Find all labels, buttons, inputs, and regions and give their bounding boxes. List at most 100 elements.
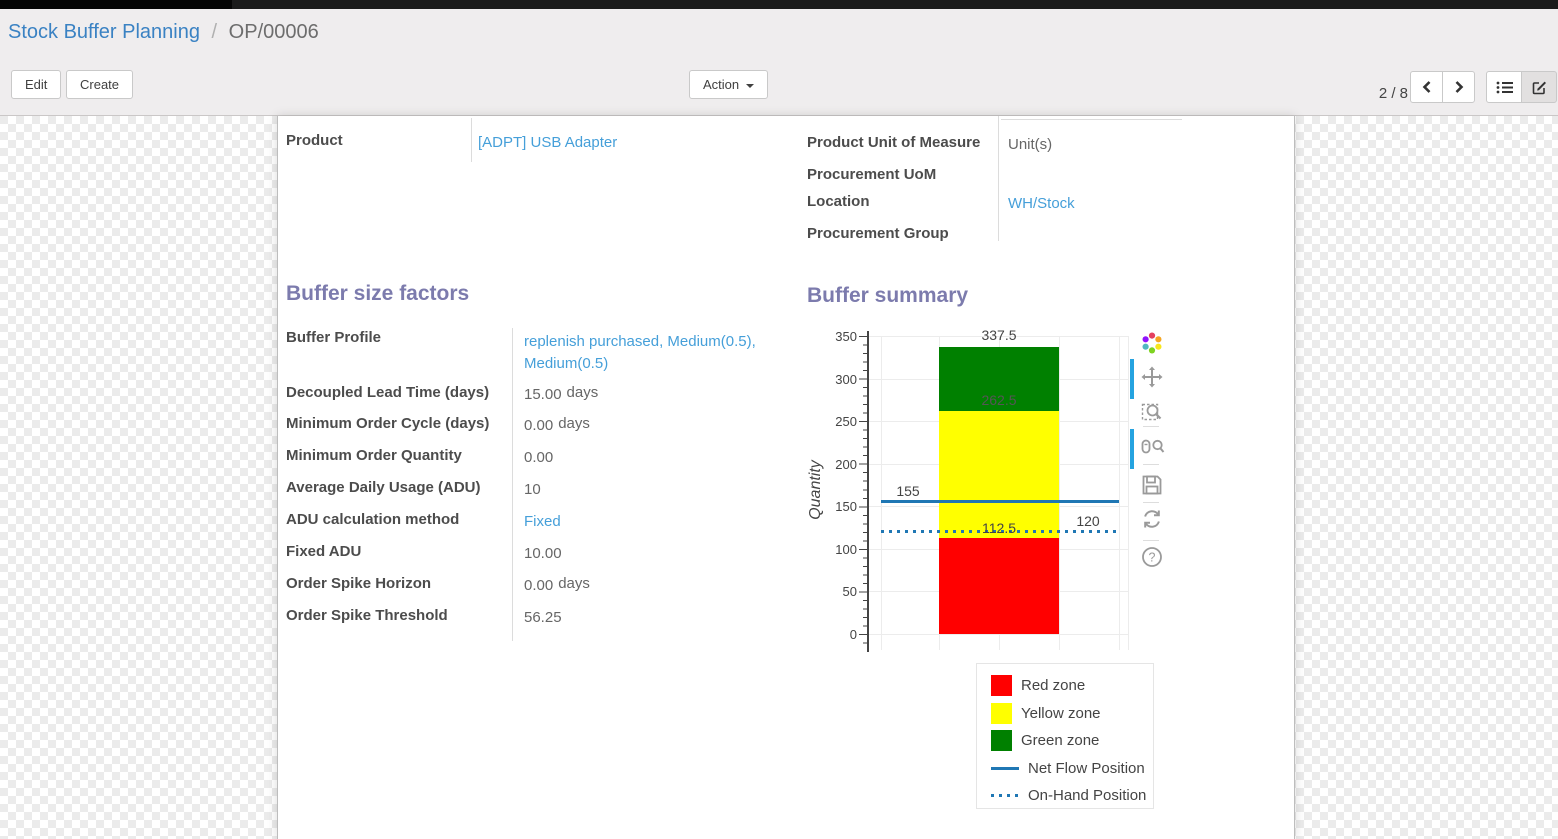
y-tick-label: 50 [842,584,857,599]
modebar-separator [1143,502,1159,503]
fixed-adu-value: 10.00 [524,545,562,562]
product-uom-value: Unit(s) [1008,136,1053,153]
decoupled-lead-time-value: 15.00 days [524,384,598,403]
breadcrumb-separator: / [211,21,218,43]
chevron-left-icon [1421,80,1433,94]
top-bar-left-segment [0,0,232,9]
modebar-accent-bar [1130,359,1134,399]
edit-button[interactable]: Edit [11,70,62,99]
form-view-button[interactable] [1521,71,1557,103]
list-icon [1496,80,1513,95]
order-spike-horizon-value: 0.00 days [524,575,590,594]
chart-legend: Red zone Yellow zone Green zone Net Flow… [976,663,1154,809]
help-icon[interactable]: ? [1141,546,1163,568]
caret-down-icon [746,83,755,88]
gridline [1119,336,1120,650]
yellow-swatch-icon [991,702,1012,724]
plotly-logo-icon[interactable] [1141,332,1163,354]
top-bar [0,0,1558,9]
on-hand-position-line[interactable] [881,530,1119,533]
chevron-right-icon [1453,80,1465,94]
minimum-order-cycle-label: Minimum Order Cycle (days) [286,415,490,432]
product-value-link[interactable]: [ADPT] USB Adapter [478,134,618,151]
y-axis-major-ticks [859,336,867,636]
save-icon[interactable] [1141,474,1163,496]
order-spike-threshold-value: 56.25 [524,609,562,626]
create-button[interactable]: Create [66,70,134,99]
gridline [881,336,882,650]
legend-label: Green zone [1021,732,1100,750]
annotation-on-hand: 120 [1076,513,1100,529]
plot-right-edge [1128,336,1129,650]
y-axis-line [867,331,869,652]
net-flow-position-line[interactable] [881,500,1119,503]
annotation-green-bottom: 262.5 [981,392,1017,408]
zoom-in-out-icon[interactable] [1141,438,1165,460]
pager-counter: 2 / 8 [1378,85,1408,102]
reset-axes-icon[interactable] [1141,508,1163,530]
action-dropdown-button[interactable]: Action [689,70,769,99]
list-view-button[interactable] [1486,71,1522,103]
gridline [868,336,1129,337]
buffer-profile-value-link[interactable]: replenish purchased, Medium(0.5), Medium… [524,333,756,372]
modebar-separator [1143,426,1159,427]
y-tick-label: 100 [835,542,857,557]
value-unit: days [558,415,590,432]
legend-label: Red zone [1021,677,1086,695]
legend-item-green-zone[interactable]: Green zone [977,727,1153,755]
legend-item-yellow-zone[interactable]: Yellow zone [977,700,1153,728]
content-background: Product [ADPT] USB Adapter Product Unit … [0,116,1558,839]
minimum-order-quantity-value: 0.00 [524,449,554,466]
green-zone-bar[interactable] [939,347,1059,411]
legend-label: On-Hand Position [1028,787,1147,805]
order-spike-threshold-label: Order Spike Threshold [286,607,448,624]
average-daily-usage-value: 10 [524,481,541,498]
y-tick-label: 0 [849,627,857,642]
red-swatch-icon [991,675,1012,697]
field-separator [998,116,999,241]
y-tick-label: 200 [835,457,857,472]
value-number: 15.00 [524,386,562,403]
product-label: Product [286,132,343,149]
average-daily-usage-label: Average Daily Usage (ADU) [286,479,481,496]
gridline [868,634,1129,635]
value-number: 0.00 [524,417,554,434]
clipped-row-separator [1001,119,1182,120]
field-separator [512,328,513,641]
legend-item-red-zone[interactable]: Red zone [977,672,1153,700]
modebar-separator [1143,464,1159,465]
procurement-group-label: Procurement Group [807,225,949,242]
adu-calculation-method-value-link[interactable]: Fixed [524,513,561,530]
view-switcher [1486,71,1557,103]
pager-previous-button[interactable] [1410,71,1443,103]
fixed-adu-label: Fixed ADU [286,543,362,560]
adu-calculation-method-label: ADU calculation method [286,511,460,528]
control-panel: Stock Buffer Planning / OP/00006 Edit Cr… [0,9,1558,116]
breadcrumb-current: OP/00006 [228,21,319,43]
action-dropdown-label: Action [703,77,740,92]
svg-text:?: ? [1149,551,1156,565]
pager-next-button[interactable] [1442,71,1475,103]
annotation-red-top: 112.5 [982,520,1016,536]
y-tick-label: 350 [835,329,857,344]
decoupled-lead-time-label: Decoupled Lead Time (days) [286,384,490,401]
yellow-zone-bar[interactable] [939,411,1059,538]
pan-icon[interactable] [1141,366,1163,388]
location-label: Location [807,193,870,210]
legend-item-net-flow-position[interactable]: Net Flow Position [977,755,1153,783]
buffer-summary-title: Buffer summary [807,284,969,307]
modebar-separator [1143,540,1159,541]
location-value-link[interactable]: WH/Stock [1008,195,1075,212]
modebar-accent-bar [1130,429,1134,469]
legend-label: Yellow zone [1021,704,1101,722]
minimum-order-quantity-label: Minimum Order Quantity [286,447,462,464]
y-tick-label: 150 [835,499,857,514]
product-uom-label: Product Unit of Measure [807,134,981,151]
box-zoom-icon[interactable] [1141,400,1163,422]
legend-label: Net Flow Position [1028,759,1145,777]
legend-item-on-hand-position[interactable]: On-Hand Position [977,782,1153,810]
value-unit: days [558,575,590,592]
red-zone-bar[interactable] [939,538,1059,634]
pager-buttons [1410,71,1475,103]
breadcrumb-parent-link[interactable]: Stock Buffer Planning [8,21,200,43]
